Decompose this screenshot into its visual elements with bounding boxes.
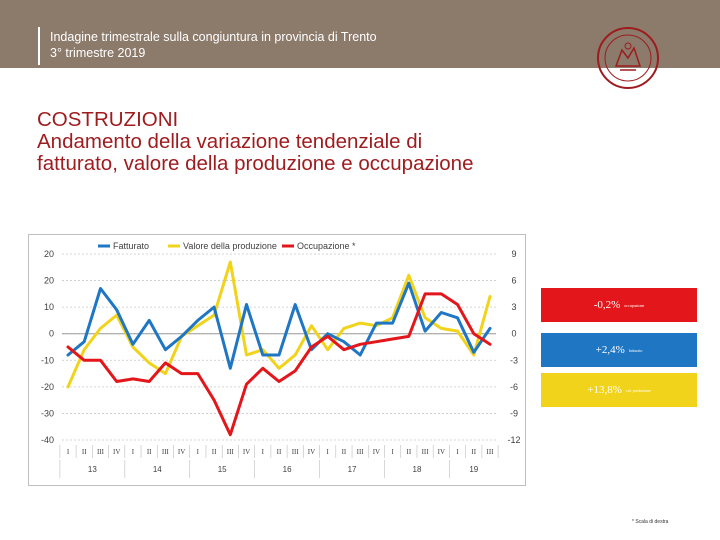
y-left-tick-label: -40 <box>41 435 54 445</box>
x-quarter-label: IV <box>113 448 120 456</box>
x-quarter-label: II <box>82 448 87 456</box>
legend-label: Fatturato <box>113 241 149 251</box>
x-quarter-label: I <box>391 448 394 456</box>
title-line-3: fatturato, valore della produzione e occ… <box>37 152 474 175</box>
y-right-tick-label: 3 <box>511 302 516 312</box>
series-line-occupazione <box>66 292 492 437</box>
y-right-tick-label: -9 <box>510 408 518 418</box>
badge-fatturato-label: fatturato <box>628 347 643 353</box>
badge-produzione-label: val. produzione <box>625 387 651 393</box>
x-year-label: 15 <box>218 465 227 474</box>
x-year-label: 17 <box>348 465 357 474</box>
x-quarter-label: IV <box>308 448 315 456</box>
badge-produzione-value: +13,8% <box>587 384 622 396</box>
series-line-valore-produzione <box>66 260 492 389</box>
x-year-label: 19 <box>469 465 478 474</box>
header-period: 3° trimestre 2019 <box>50 46 146 60</box>
header-text: Indagine trimestrale sulla congiuntura i… <box>50 29 377 61</box>
x-quarter-label: I <box>132 448 135 456</box>
y-left-tick-label: 20 <box>44 276 54 286</box>
footnote: * Scala di destra <box>632 519 669 525</box>
y-right-tick-label: -6 <box>510 382 518 392</box>
header-subtitle: Indagine trimestrale sulla congiuntura i… <box>50 30 377 44</box>
badge-fatturato-value: +2,4% <box>595 344 625 356</box>
x-quarter-label: III <box>422 448 430 456</box>
chamber-seal-logo <box>597 27 659 89</box>
y-right-tick-label: -12 <box>507 435 520 445</box>
y-left-tick-label: -30 <box>41 408 54 418</box>
y-left-tick-label: 10 <box>44 302 54 312</box>
y-right-tick-label: 0 <box>511 329 516 339</box>
series-line-fatturato <box>66 281 492 370</box>
x-quarter-label: III <box>292 448 300 456</box>
x-quarter-label: II <box>471 448 476 456</box>
y-right-tick-label: 9 <box>511 249 516 259</box>
x-year-label: 13 <box>88 465 97 474</box>
header-divider <box>38 27 40 65</box>
x-quarter-label: III <box>357 448 365 456</box>
x-quarter-label: I <box>456 448 459 456</box>
x-quarter-label: II <box>277 448 282 456</box>
y-left-tick-label: -10 <box>41 355 54 365</box>
legend-label: Valore della produzione <box>183 241 277 251</box>
header-bar: Indagine trimestrale sulla congiuntura i… <box>0 0 720 89</box>
title-line-2: Andamento della variazione tendenziale d… <box>37 130 423 153</box>
x-quarter-label: I <box>327 448 330 456</box>
x-quarter-label: III <box>97 448 105 456</box>
badge-occupazione: -0,2% occupazione <box>541 288 697 322</box>
x-year-label: 16 <box>283 465 292 474</box>
x-quarter-label: I <box>262 448 265 456</box>
x-quarter-label: II <box>342 448 347 456</box>
page-title: COSTRUZIONI Andamento della variazione t… <box>37 109 474 175</box>
x-quarter-label: I <box>67 448 70 456</box>
x-quarter-label: I <box>197 448 200 456</box>
title-line-1: COSTRUZIONI <box>37 108 179 131</box>
y-left-tick-label: -20 <box>41 382 54 392</box>
legend-label: Occupazione * <box>297 241 356 251</box>
x-quarter-label: III <box>487 448 495 456</box>
x-quarter-label: II <box>147 448 152 456</box>
x-quarter-label: II <box>407 448 412 456</box>
x-quarter-label: II <box>212 448 217 456</box>
y-right-tick-label: 6 <box>511 276 516 286</box>
badge-occupazione-value: -0,2% <box>593 299 621 311</box>
y-right-tick-label: -3 <box>510 355 518 365</box>
badge-fatturato: +2,4% fatturato <box>541 333 697 367</box>
y-left-tick-label: 0 <box>49 329 54 339</box>
x-quarter-label: III <box>162 448 170 456</box>
badge-produzione: +13,8% val. produzione <box>541 373 697 407</box>
x-year-label: 14 <box>153 465 162 474</box>
y-left-tick-label: 20 <box>44 249 54 259</box>
x-quarter-label: IV <box>243 448 250 456</box>
x-quarter-label: III <box>227 448 235 456</box>
x-quarter-label: IV <box>373 448 380 456</box>
x-year-label: 18 <box>413 465 422 474</box>
x-quarter-label: IV <box>438 448 445 456</box>
badge-occupazione-label: occupazione <box>624 302 645 308</box>
x-quarter-label: IV <box>178 448 185 456</box>
